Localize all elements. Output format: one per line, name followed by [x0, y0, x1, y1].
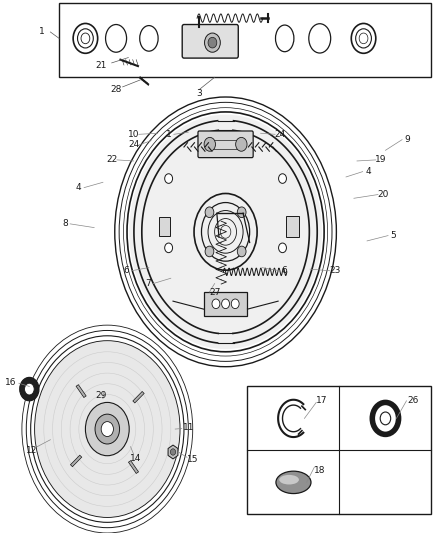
Circle shape — [279, 243, 286, 253]
FancyBboxPatch shape — [198, 131, 253, 158]
Text: 11: 11 — [183, 423, 194, 432]
Circle shape — [35, 341, 180, 517]
Circle shape — [237, 246, 246, 257]
Text: 16: 16 — [5, 378, 17, 386]
Circle shape — [205, 33, 220, 52]
Text: 7: 7 — [145, 279, 151, 288]
Text: 4: 4 — [365, 167, 371, 176]
FancyBboxPatch shape — [182, 25, 238, 58]
Text: 24: 24 — [128, 141, 139, 149]
Circle shape — [236, 138, 247, 151]
Circle shape — [165, 174, 173, 183]
Circle shape — [25, 383, 34, 395]
Text: 6: 6 — [123, 266, 129, 275]
Text: 29: 29 — [95, 391, 106, 400]
Circle shape — [212, 299, 220, 309]
Circle shape — [237, 207, 246, 217]
Circle shape — [222, 299, 230, 309]
Circle shape — [165, 243, 173, 253]
Bar — [159, 217, 170, 236]
Text: 21: 21 — [95, 61, 106, 70]
Circle shape — [101, 422, 113, 437]
Text: 8: 8 — [62, 220, 68, 228]
Text: 3: 3 — [196, 89, 202, 98]
Text: 14: 14 — [130, 454, 141, 463]
Text: 24: 24 — [275, 130, 286, 139]
Text: 9: 9 — [404, 135, 410, 144]
Circle shape — [208, 37, 217, 48]
Circle shape — [205, 246, 214, 257]
Text: 1: 1 — [39, 28, 45, 36]
Text: 17: 17 — [316, 397, 328, 405]
Circle shape — [204, 138, 215, 151]
Text: 15: 15 — [187, 455, 198, 464]
Text: 22: 22 — [106, 156, 117, 164]
Text: 4: 4 — [76, 183, 81, 192]
Circle shape — [279, 174, 286, 183]
Bar — [286, 216, 299, 237]
Bar — [59, 3, 431, 77]
Text: 5: 5 — [390, 231, 396, 240]
Circle shape — [85, 402, 129, 456]
Ellipse shape — [279, 475, 299, 484]
Text: 26: 26 — [407, 397, 418, 405]
Text: 23: 23 — [329, 266, 341, 275]
Circle shape — [20, 377, 39, 401]
Circle shape — [95, 414, 120, 444]
Circle shape — [205, 207, 214, 217]
Circle shape — [129, 115, 322, 349]
Text: 10: 10 — [128, 130, 139, 139]
Text: 19: 19 — [375, 156, 387, 164]
Text: 28: 28 — [110, 85, 122, 93]
Circle shape — [170, 449, 176, 455]
Text: 20: 20 — [378, 190, 389, 199]
Bar — [247, 386, 431, 514]
Text: 6: 6 — [282, 266, 288, 275]
Circle shape — [231, 299, 239, 309]
Ellipse shape — [276, 471, 311, 494]
Text: 18: 18 — [314, 466, 325, 474]
Text: 27: 27 — [209, 288, 220, 296]
FancyBboxPatch shape — [204, 292, 247, 316]
Text: 12: 12 — [26, 446, 38, 455]
Text: 1: 1 — [166, 130, 172, 139]
